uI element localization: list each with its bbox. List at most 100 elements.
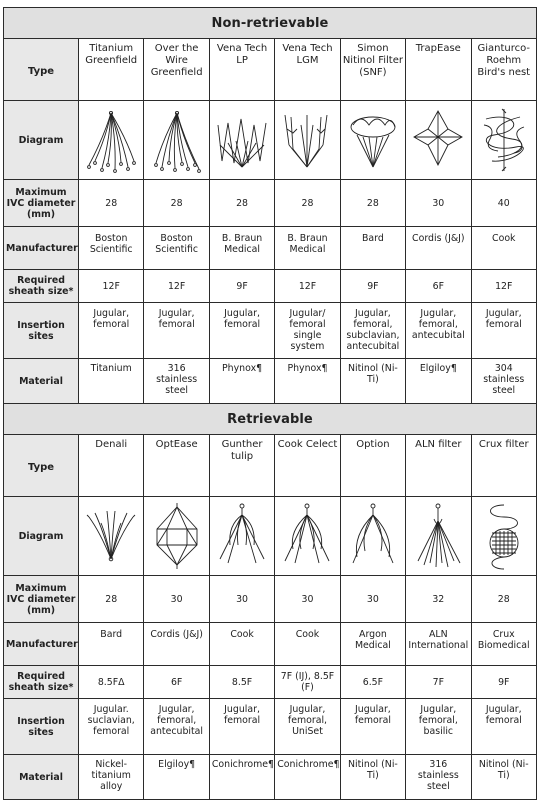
type-cell: TrapEase: [405, 38, 472, 101]
diagram-cell: [208, 100, 276, 180]
type-cell: OptEase: [143, 434, 210, 497]
row-label: Insertion sites: [3, 302, 79, 359]
max-ivc-cell: 32: [405, 575, 472, 623]
trapease-filter-icon: [413, 110, 464, 167]
material-cell: Conichrome¶: [274, 754, 341, 800]
diagram-cell: [339, 100, 407, 180]
max-ivc-cell: 28: [274, 179, 341, 227]
row-label: Diagram: [3, 496, 79, 576]
manufacturer-cell: Bard: [77, 622, 145, 666]
insertion-cell: Jugular, femoral: [208, 302, 276, 359]
denali-filter-icon: [86, 510, 136, 562]
sheath-cell: 12F: [77, 269, 145, 303]
manufacturer-cell: B. Braun Medical: [274, 226, 341, 270]
sheath-cell: 9F: [208, 269, 276, 303]
row-material: Material Titanium 316 stainless steel Phyno…: [3, 358, 538, 404]
optease-filter-icon: [156, 503, 198, 569]
row-insertion: Insertion sites Jugular, femoral Jugular, …: [3, 302, 538, 359]
row-label: Manufacturer: [3, 622, 79, 666]
max-ivc-cell: 28: [339, 179, 407, 227]
sheath-cell: 8.5F: [208, 665, 276, 699]
sheath-cell: 7F (IJ), 8.5F (F): [274, 665, 341, 699]
over-the-wire-greenfield-filter-icon: [153, 110, 201, 173]
sheath-cell: 12F: [274, 269, 341, 303]
material-cell: 304 stainless steel: [470, 358, 538, 404]
row-label: Type: [3, 434, 79, 497]
material-cell: Phynox¶: [274, 358, 341, 404]
row-label: Insertion sites: [3, 698, 79, 755]
row-label: Diagram: [3, 100, 79, 180]
manufacturer-cell: ALN International: [405, 622, 472, 666]
row-max-ivc: Maximum IVC diameter (mm) 28 28 28 28 28 30 40: [3, 179, 538, 227]
insertion-cell: Jugular, femoral: [208, 698, 276, 755]
manufacturer-cell: B. Braun Medical: [208, 226, 276, 270]
material-cell: Nickel-titanium alloy: [77, 754, 145, 800]
insertion-cell: Jugular, femoral, subclavian, antecubita…: [339, 302, 407, 359]
sheath-cell: 12F: [470, 269, 538, 303]
sheath-cell: 6F: [405, 269, 472, 303]
material-cell: Elgiloy¶: [405, 358, 472, 404]
insertion-cell: Jugular, femoral: [143, 302, 210, 359]
diagram-cell: [470, 100, 538, 180]
simon-nitinol-filter-icon: [350, 116, 396, 168]
diagram-cell: [470, 496, 538, 576]
material-cell: Conichrome¶: [208, 754, 276, 800]
row-sheath: Required sheath size* 8.5FΔ 6F 8.5F 7F (IJ),…: [3, 665, 538, 699]
aln-filter-icon: [417, 503, 461, 568]
row-label: Manufacturer: [3, 226, 79, 270]
diagram-cell: [405, 496, 472, 576]
type-cell: Option: [339, 434, 407, 497]
max-ivc-cell: 30: [274, 575, 341, 623]
row-diagram: Diagram: [3, 496, 538, 576]
non-retrievable-section-header: Non-retrievable: [3, 7, 537, 39]
manufacturer-cell: Bard: [339, 226, 407, 270]
row-label: Material: [3, 754, 79, 800]
ivc-filter-table: Non-retrievable Type Titanium Greenfield Ov…: [3, 7, 538, 800]
material-cell: Phynox¶: [208, 358, 276, 404]
row-label: Maximum IVC diameter (mm): [3, 575, 79, 623]
manufacturer-cell: Cook: [274, 622, 341, 666]
insertion-cell: Jugular, femoral: [470, 698, 538, 755]
crux-filter-icon: [489, 504, 519, 570]
insertion-cell: Jugular, femoral, antecubital: [405, 302, 472, 359]
row-label: Material: [3, 358, 79, 404]
row-label: Required sheath size*: [3, 269, 79, 303]
row-diagram: Diagram: [3, 100, 538, 180]
insertion-cell: Jugular. suclavian, femoral: [77, 698, 145, 755]
max-ivc-cell: 28: [77, 575, 145, 623]
diagram-cell: [339, 496, 407, 576]
material-cell: Nitinol (Ni-Ti): [339, 754, 407, 800]
insertion-cell: Jugular, femoral: [77, 302, 145, 359]
row-sheath: Required sheath size* 12F 12F 9F 12F 9F 6F 12F: [3, 269, 538, 303]
insertion-cell: Jugular, femoral: [339, 698, 407, 755]
insertion-cell: Jugular, femoral, basilic: [405, 698, 472, 755]
sheath-cell: 8.5FΔ: [77, 665, 145, 699]
manufacturer-cell: Cordis (J&J): [405, 226, 472, 270]
row-manufacturer: Manufacturer Bard Cordis (J&J) Cook Cook Argo…: [3, 622, 538, 666]
material-cell: 316 stainless steel: [405, 754, 472, 800]
diagram-cell: [274, 100, 341, 180]
type-cell: Cook Celect: [274, 434, 341, 497]
row-manufacturer: Manufacturer Boston Scientific Boston Scie…: [3, 226, 538, 270]
manufacturer-cell: Cook: [470, 226, 538, 270]
manufacturer-cell: Argon Medical: [339, 622, 407, 666]
insertion-cell: Jugular, femoral: [470, 302, 538, 359]
cook-celect-filter-icon: [285, 503, 330, 564]
diagram-cell: [77, 496, 145, 576]
max-ivc-cell: 30: [405, 179, 472, 227]
sheath-cell: 6F: [143, 665, 210, 699]
diagram-cell: [208, 496, 276, 576]
row-label: Type: [3, 38, 79, 101]
manufacturer-cell: Cordis (J&J): [143, 622, 210, 666]
type-cell: ALN filter: [405, 434, 472, 497]
diagram-cell: [143, 496, 210, 576]
manufacturer-cell: Boston Scientific: [77, 226, 145, 270]
option-filter-icon: [352, 503, 394, 564]
sheath-cell: 9F: [339, 269, 407, 303]
type-cell: Denali: [77, 434, 145, 497]
max-ivc-cell: 40: [470, 179, 538, 227]
material-cell: Nitinol (Ni-Ti): [470, 754, 538, 800]
retrievable-section-header: Retrievable: [3, 403, 537, 435]
type-cell: Vena Tech LGM: [274, 38, 341, 101]
max-ivc-cell: 30: [143, 575, 210, 623]
